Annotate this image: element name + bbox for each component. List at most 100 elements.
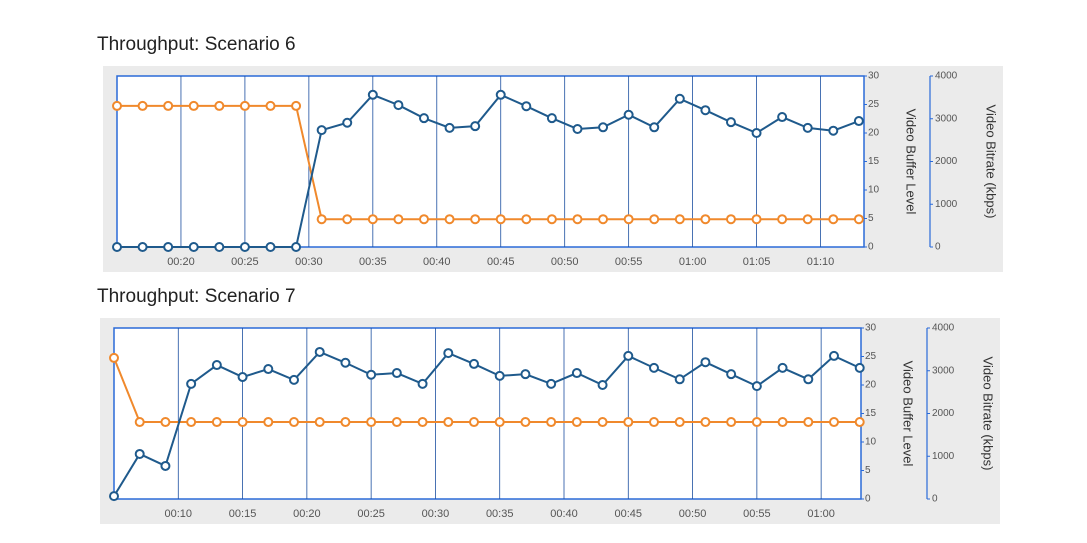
y-tick-label: 25 [868, 99, 880, 110]
plot-area [116, 75, 865, 248]
x-tick-label: 01:00 [679, 256, 707, 268]
y-tick-label: 30 [865, 323, 877, 334]
x-tick-label: 01:10 [807, 256, 835, 268]
data-point [291, 100, 302, 111]
y-tick-label: 20 [865, 380, 877, 391]
data-point [520, 369, 531, 380]
data-point [188, 242, 199, 252]
data-point [751, 381, 762, 392]
data-point [751, 128, 762, 138]
data-point [265, 242, 276, 252]
data-point [649, 214, 660, 225]
data-point [649, 122, 660, 133]
data-point [495, 214, 506, 225]
data-point [725, 214, 736, 225]
y-tick-label: 5 [868, 213, 874, 224]
y-tick-label: 0 [868, 242, 874, 253]
data-point [211, 417, 222, 428]
data-point [828, 214, 839, 225]
data-point [571, 417, 582, 428]
data-point [112, 242, 122, 252]
data-point [674, 214, 685, 225]
data-point [854, 417, 865, 428]
x-tick-label: 00:25 [357, 508, 385, 520]
data-point [470, 121, 481, 132]
data-point [803, 417, 814, 428]
x-tick-label: 00:20 [293, 508, 321, 520]
data-point [725, 117, 736, 128]
data-point [418, 113, 429, 124]
data-point [137, 100, 148, 111]
data-point [853, 214, 864, 225]
data-point [417, 417, 428, 428]
data-point [417, 378, 428, 389]
data-point [854, 362, 865, 373]
data-point [777, 362, 788, 373]
data-point [291, 242, 302, 252]
data-point [521, 214, 532, 225]
y2-tick-label: 4000 [932, 323, 955, 334]
y-tick-label: 10 [865, 437, 877, 448]
data-point [112, 100, 122, 111]
data-point [367, 214, 378, 225]
data-point [572, 214, 583, 225]
data-point [649, 362, 659, 373]
data-point [597, 380, 608, 390]
y2-tick-label: 1000 [935, 199, 958, 210]
data-point [546, 214, 557, 225]
data-point [137, 242, 148, 252]
data-point [853, 116, 864, 127]
y2-tick-label: 2000 [932, 408, 955, 419]
data-point [163, 242, 174, 252]
data-point [367, 89, 378, 100]
data-point [494, 370, 505, 381]
data-point [623, 214, 634, 225]
data-point [211, 360, 222, 371]
data-point [803, 374, 814, 385]
x-tick-label: 01:05 [743, 256, 771, 268]
data-point [802, 214, 813, 225]
y2-tick-label: 0 [935, 242, 941, 253]
y2-tick-label: 1000 [932, 451, 955, 462]
data-point [316, 214, 327, 225]
x-tick-label: 00:50 [679, 508, 707, 520]
data-point [393, 100, 404, 111]
y-tick-label: 15 [865, 408, 877, 419]
data-point [391, 417, 402, 428]
data-point [314, 417, 325, 428]
x-tick-label: 00:40 [423, 256, 451, 268]
data-point [340, 357, 351, 368]
chart-title: Throughput: Scenario 6 [97, 34, 296, 55]
x-tick-label: 00:40 [550, 508, 578, 520]
y-tick-label: 0 [865, 494, 871, 505]
data-point [342, 214, 353, 225]
data-point [214, 242, 225, 252]
data-point [546, 378, 557, 389]
data-point [444, 122, 455, 133]
data-point [160, 460, 171, 471]
data-point [214, 100, 225, 111]
y2-tick-label: 2000 [935, 156, 958, 167]
x-tick-label: 00:30 [422, 508, 450, 520]
data-point [109, 352, 119, 363]
data-point [470, 214, 481, 225]
data-point [726, 417, 737, 428]
data-point [623, 417, 634, 428]
data-point [520, 417, 531, 428]
x-tick-label: 00:15 [229, 508, 257, 520]
data-point [160, 417, 171, 428]
data-point [828, 125, 839, 136]
x-tick-label: 00:25 [231, 256, 259, 268]
data-point [546, 417, 557, 428]
data-point [674, 93, 685, 104]
data-point [134, 417, 145, 428]
data-point [700, 357, 711, 368]
x-tick-label: 00:30 [295, 256, 323, 268]
x-tick-label: 00:20 [167, 256, 195, 268]
data-point [598, 122, 609, 133]
data-point [623, 350, 634, 361]
data-point [188, 100, 199, 111]
data-point [289, 374, 299, 385]
